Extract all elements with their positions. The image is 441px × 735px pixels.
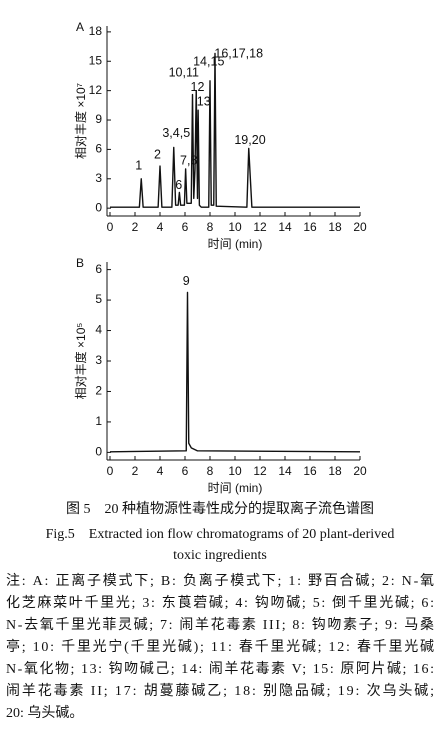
x-tick-label: 16: [303, 220, 317, 234]
y-tick-label: 5: [95, 292, 102, 306]
peak-label: 9: [183, 274, 190, 288]
y-tick-label: 2: [95, 384, 102, 398]
peak-label: 3,4,5: [162, 126, 190, 140]
note-line: 化芝麻菜叶千里光; 3: 东莨菪碱; 4: 钩吻碱; 5: 倒千里光碱; 6:: [6, 595, 434, 611]
x-axis-label: 时间 (min): [208, 237, 263, 251]
x-tick-label: 6: [182, 220, 189, 234]
x-tick-label: 12: [253, 220, 267, 234]
x-tick-label: 16: [303, 464, 317, 478]
caption-zh: 图 5 20 种植物源性毒性成分的提取离子流色谱图: [66, 500, 374, 517]
note-line: N-去氧千里光菲灵碱; 7: 闹羊花毒素 III; 8: 钩吻素子; 9: 马桑: [6, 617, 434, 633]
note-line: 20: 乌头碱。: [6, 705, 83, 721]
x-tick-label: 0: [107, 220, 114, 234]
x-tick-label: 10: [228, 464, 242, 478]
y-tick-label: 3: [95, 353, 102, 367]
trace: [110, 52, 360, 208]
y-tick-label: 1: [95, 414, 102, 428]
peak-label: 19,20: [234, 133, 265, 147]
y-axis-label: 相对丰度 ×10⁷: [73, 83, 88, 159]
x-tick-label: 8: [207, 220, 214, 234]
trace: [109, 291, 361, 453]
x-tick-label: 4: [157, 220, 164, 234]
x-tick-label: 2: [132, 220, 139, 234]
x-axis-label: 时间 (min): [208, 481, 263, 495]
peak-label: 14,15: [193, 55, 224, 69]
note-line: 闹羊花毒素 II; 17: 胡蔓藤碱乙; 18: 别隐品碱; 19: 次乌头碱;: [6, 683, 434, 699]
y-axis-label: 相对丰度 ×10⁵: [73, 323, 88, 400]
peak-label: 10,11: [169, 65, 199, 79]
peak-label: 7,8: [180, 153, 197, 167]
y-tick-label: 4: [95, 323, 102, 337]
panel-label: A: [76, 20, 84, 34]
y-tick-label: 12: [89, 83, 103, 97]
y-tick-label: 3: [95, 171, 102, 185]
y-tick-label: 6: [95, 262, 102, 276]
x-tick-label: 2: [132, 464, 139, 478]
x-tick-label: 12: [253, 464, 267, 478]
x-tick-label: 14: [278, 220, 292, 234]
peak-label: 6: [175, 178, 182, 192]
peak-label: 13: [197, 95, 211, 109]
x-tick-label: 6: [182, 464, 189, 478]
x-tick-label: 14: [278, 464, 292, 478]
x-tick-label: 18: [328, 220, 342, 234]
y-tick-label: 9: [95, 112, 102, 126]
x-tick-label: 18: [328, 464, 342, 478]
x-tick-label: 4: [157, 464, 164, 478]
y-tick-label: 6: [95, 142, 102, 156]
peak-label: 12: [191, 80, 205, 94]
x-tick-label: 0: [107, 464, 114, 478]
y-tick-label: 18: [89, 24, 103, 38]
x-tick-label: 10: [228, 220, 242, 234]
caption-en: Fig.5 Extracted ion flow chromatograms o…: [46, 527, 395, 542]
peak-label: 1: [135, 158, 142, 172]
caption-en: toxic ingredients: [173, 548, 267, 563]
x-tick-label: 20: [353, 464, 367, 478]
y-tick-label: 0: [95, 445, 102, 459]
y-tick-label: 0: [95, 200, 102, 214]
note-line: 亭; 10: 千里光宁(千里光碱); 11: 春千里光碱; 12: 春千里光碱: [6, 638, 434, 655]
panel-label: B: [76, 256, 84, 270]
note-line: 注: A: 正离子模式下; B: 负离子模式下; 1: 野百合碱; 2: N-氧: [6, 572, 434, 589]
x-tick-label: 20: [353, 220, 367, 234]
peak-label: 2: [154, 148, 161, 162]
peak-label: 16,17,18: [214, 47, 263, 61]
x-tick-label: 8: [207, 464, 214, 478]
y-tick-label: 15: [89, 53, 103, 67]
note-line: N-氧化物; 13: 钩吻碱己; 14: 闹羊花毒素 V; 15: 原阿片碱; …: [6, 661, 434, 677]
